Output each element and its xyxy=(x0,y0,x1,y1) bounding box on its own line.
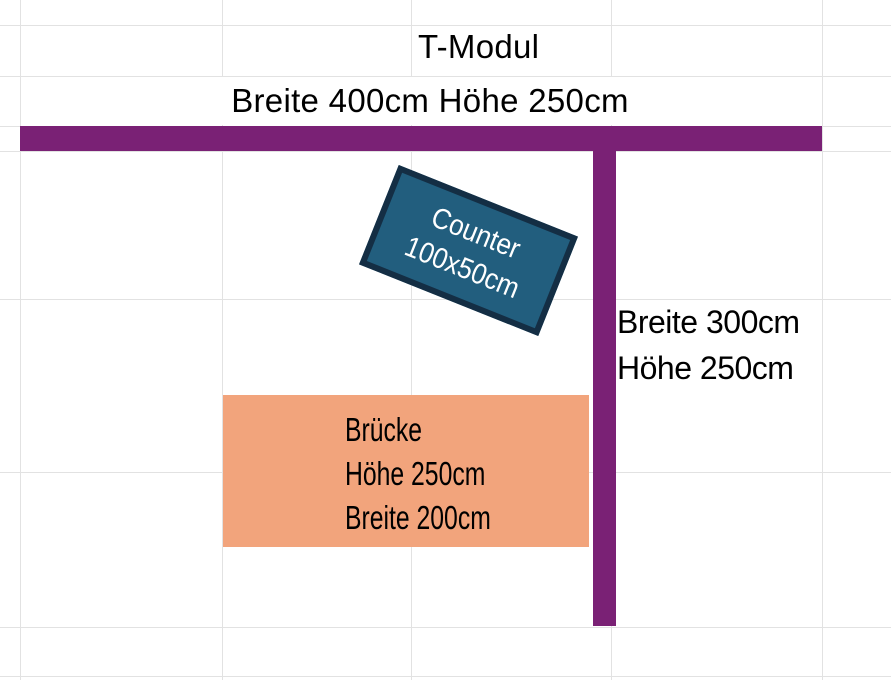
bruecke-label-line2: Höhe 250cm xyxy=(345,455,486,492)
gridline-horizontal xyxy=(0,76,891,77)
bruecke-label-line1: Brücke xyxy=(345,411,423,448)
gridline-vertical xyxy=(20,0,21,680)
bruecke-shape[interactable]: Brücke Höhe 250cm Breite 200cm xyxy=(223,395,589,547)
gridline-horizontal xyxy=(0,25,891,26)
gridline-vertical xyxy=(822,0,823,680)
gridline-horizontal xyxy=(0,151,891,152)
bruecke-label-line3: Breite 200cm xyxy=(345,499,491,536)
bruecke-label: Brücke Höhe 250cm Breite 200cm xyxy=(345,395,491,540)
counter-label: Counter 100x50cm xyxy=(399,194,538,307)
counter-shape[interactable]: Counter 100x50cm xyxy=(359,164,578,337)
gridline-horizontal xyxy=(0,676,891,677)
module-dimensions-label: Breite 400cm Höhe 250cm xyxy=(212,77,648,125)
back-wall-shape[interactable] xyxy=(20,126,822,151)
side-wall-shape[interactable] xyxy=(593,151,616,626)
gridline-vertical xyxy=(411,0,412,680)
side-wall-width-label: Breite 300cm xyxy=(617,304,800,340)
gridline-horizontal xyxy=(0,299,891,300)
gridline-vertical xyxy=(222,0,223,680)
side-wall-height-label: Höhe 250cm xyxy=(617,350,794,386)
page-title: T-Modul xyxy=(418,28,540,65)
gridline-horizontal xyxy=(0,627,891,628)
